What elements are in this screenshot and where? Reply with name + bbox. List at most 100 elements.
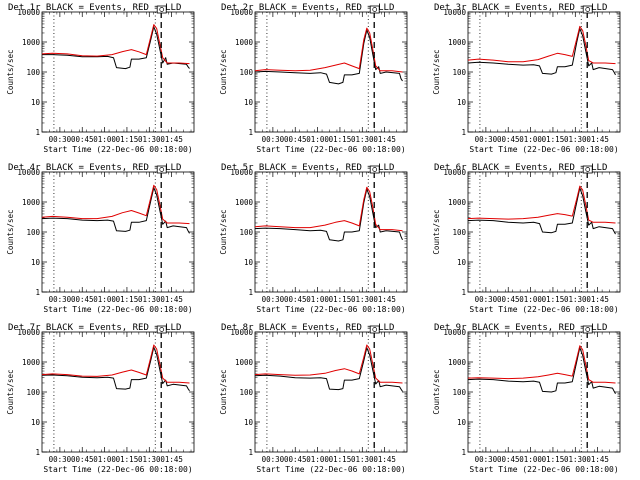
y-tick-label: 10 [31, 98, 41, 107]
events-series-line [42, 26, 190, 70]
event-marker-symbol [159, 327, 165, 332]
panel-title: Det 4r BLACK = Events, RED = LLD [8, 163, 181, 173]
x-tick-label: 00:30 [49, 295, 72, 304]
x-tick-label: 01:15 [542, 455, 565, 464]
x-tick-label: 01:00 [306, 135, 329, 144]
y-tick-label: 10 [31, 258, 41, 267]
x-axis-label: Start Time (22-Dec-06 00:18:00) [256, 465, 405, 474]
x-tick-label: 01:00 [93, 455, 116, 464]
x-tick-label: 01:00 [519, 135, 542, 144]
panel-det-1: Det 1r BLACK = Events, RED = LLD 1 10 100 10… [6, 3, 195, 154]
lld-series-line [467, 25, 616, 65]
y-tick-label: 1000 [22, 358, 41, 367]
x-tick-label: 00:45 [71, 455, 94, 464]
y-axis-label: Counts/sec [219, 369, 228, 414]
x-axis-label: Start Time (22-Dec-06 00:18:00) [43, 145, 192, 154]
x-tick-label: 01:15 [542, 295, 565, 304]
x-tick-label: 00:30 [475, 295, 498, 304]
event-marker-symbol [585, 327, 591, 332]
y-tick-label: 10000 [443, 168, 466, 177]
x-tick-label: 01:45 [160, 455, 183, 464]
x-tick-label: 01:00 [93, 135, 116, 144]
y-tick-label: 100 [26, 68, 40, 77]
event-marker-box [582, 325, 593, 334]
x-tick-label: 01:30 [351, 135, 374, 144]
event-marker-box [369, 165, 380, 174]
x-tick-label: 01:00 [306, 455, 329, 464]
y-tick-label: 10 [31, 418, 41, 427]
y-tick-label: 10000 [17, 168, 40, 177]
y-tick-label: 10 [457, 258, 467, 267]
lld-series-line [41, 344, 190, 384]
x-tick-label: 01:45 [373, 295, 396, 304]
panel-det-5: Det 5r BLACK = Events, RED = LLD 1 10 100 10… [219, 163, 408, 314]
lld-series-line [41, 24, 190, 65]
panel-det-3: Det 3r BLACK = Events, RED = LLD 1 10 100 10… [432, 3, 621, 154]
lld-series-line [254, 186, 403, 232]
event-marker-box [582, 165, 593, 174]
lld-series-line [467, 185, 616, 224]
x-tick-label: 01:30 [138, 135, 161, 144]
y-tick-label: 1 [35, 128, 40, 137]
y-tick-label: 10000 [443, 328, 466, 337]
y-tick-label: 1 [35, 288, 40, 297]
x-axis-label: Start Time (22-Dec-06 00:18:00) [469, 145, 618, 154]
x-tick-label: 01:30 [351, 295, 374, 304]
y-tick-label: 10 [457, 98, 467, 107]
event-marker-symbol [372, 327, 378, 332]
y-axis-label: Counts/sec [432, 49, 441, 94]
events-series-line [467, 187, 616, 235]
y-tick-label: 1000 [448, 38, 467, 47]
panel-title: Det 8r BLACK = Events, RED = LLD [221, 323, 394, 333]
panel-title: Det 3r BLACK = Events, RED = LLD [434, 3, 607, 13]
x-tick-label: 00:45 [71, 295, 94, 304]
y-tick-label: 1000 [448, 198, 467, 207]
lld-series-line [41, 184, 190, 225]
y-axis-label: Counts/sec [6, 369, 15, 414]
events-series-line [467, 28, 616, 76]
x-tick-label: 01:00 [306, 295, 329, 304]
event-marker-box [156, 5, 167, 14]
y-tick-label: 10000 [17, 8, 40, 17]
x-tick-label: 00:45 [284, 135, 307, 144]
x-tick-label: 01:15 [116, 295, 139, 304]
y-tick-label: 1 [461, 448, 466, 457]
y-tick-label: 10000 [17, 328, 40, 337]
x-tick-label: 01:30 [564, 455, 587, 464]
x-tick-label: 01:45 [160, 295, 183, 304]
x-tick-label: 00:30 [475, 455, 498, 464]
event-marker-box [582, 5, 593, 14]
panel-det-2: Det 2r BLACK = Events, RED = LLD 1 10 100 10… [219, 3, 408, 154]
panel-title: Det 1r BLACK = Events, RED = LLD [8, 3, 181, 13]
x-tick-label: 01:30 [564, 295, 587, 304]
events-series-line [254, 347, 403, 392]
x-tick-label: 00:30 [49, 455, 72, 464]
x-tick-label: 00:30 [262, 455, 285, 464]
y-tick-label: 1000 [448, 358, 467, 367]
x-tick-label: 00:45 [284, 455, 307, 464]
y-tick-label: 100 [239, 68, 253, 77]
x-axis-label: Start Time (22-Dec-06 00:18:00) [469, 465, 618, 474]
event-marker-symbol [372, 167, 378, 172]
panel-title: Det 9r BLACK = Events, RED = LLD [434, 323, 607, 333]
y-axis-label: Counts/sec [432, 209, 441, 254]
x-tick-label: 00:30 [475, 135, 498, 144]
x-tick-label: 00:45 [497, 455, 520, 464]
y-axis-label: Counts/sec [6, 209, 15, 254]
y-tick-label: 100 [239, 388, 253, 397]
y-tick-label: 10 [457, 418, 467, 427]
x-tick-label: 01:15 [329, 135, 352, 144]
x-tick-label: 00:45 [71, 135, 94, 144]
y-tick-label: 1000 [235, 38, 254, 47]
y-tick-label: 10 [244, 98, 254, 107]
x-tick-label: 01:00 [519, 455, 542, 464]
lld-series-line [467, 345, 616, 384]
panel-det-6: Det 6r BLACK = Events, RED = LLD 1 10 100 10… [432, 163, 621, 314]
events-series-line [254, 188, 403, 242]
y-tick-label: 100 [239, 228, 253, 237]
event-marker-symbol [159, 167, 165, 172]
x-tick-label: 01:15 [116, 135, 139, 144]
y-tick-label: 1000 [235, 358, 254, 367]
y-tick-label: 1000 [235, 198, 254, 207]
